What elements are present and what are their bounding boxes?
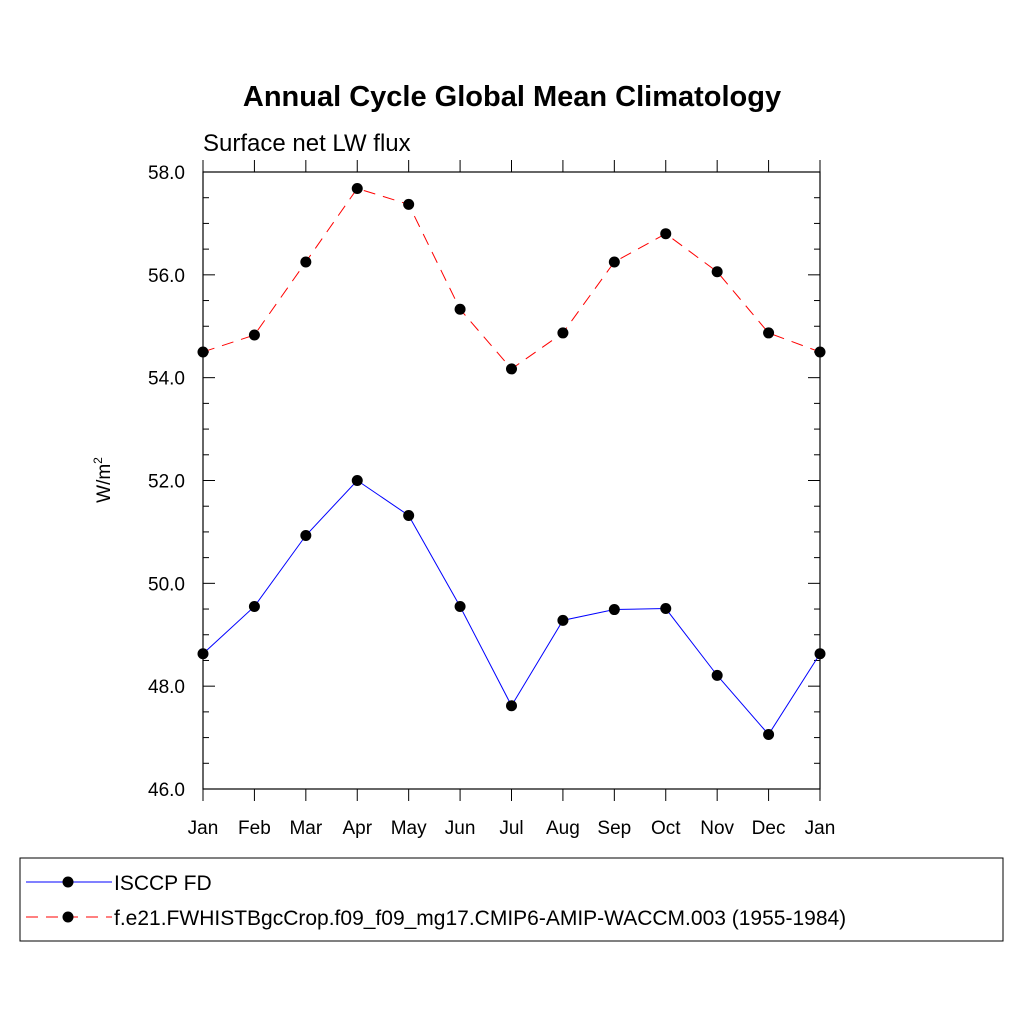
y-axis-label-superscript: 2	[91, 457, 105, 464]
legend-marker	[62, 876, 74, 888]
y-tick-label: 56.0	[148, 266, 185, 287]
legend-item: f.e21.FWHISTBgcCrop.f09_f09_mg17.CMIP6-A…	[26, 907, 846, 930]
x-tick-label: Jul	[499, 818, 523, 839]
y-tick-label: 52.0	[148, 472, 185, 493]
legend-label: ISCCP FD	[114, 872, 212, 895]
data-point	[248, 600, 260, 612]
y-tick-label: 46.0	[148, 780, 185, 801]
data-point	[711, 669, 723, 681]
data-point	[506, 363, 517, 375]
y-tick-label: 58.0	[148, 163, 185, 184]
x-tick-label: Sep	[597, 818, 631, 839]
series-1	[197, 475, 826, 740]
data-point	[711, 266, 723, 278]
svg-text:W/m2: W/m2	[91, 457, 115, 503]
data-point	[403, 509, 415, 521]
legend: ISCCP FD f.e21.FWHISTBgcCrop.f09_f09_mg17…	[26, 872, 846, 930]
x-tick-label: Jan	[805, 818, 836, 839]
data-point	[197, 648, 209, 660]
data-point	[814, 648, 826, 660]
y-tick-label: 50.0	[148, 574, 185, 595]
legend-item: ISCCP FD	[26, 872, 212, 895]
data-point	[814, 346, 826, 358]
legend-marker	[62, 911, 74, 923]
y-tick-labels: 46.0 48.0 50.0 52.0 54.0 56.0 58.0	[148, 163, 185, 801]
data-point	[660, 603, 672, 615]
plot-frame	[202, 171, 821, 790]
series-line	[202, 479, 821, 736]
x-tick-label: Jun	[445, 818, 476, 839]
x-tick-label: Oct	[651, 818, 681, 839]
data-point	[351, 475, 363, 486]
data-point	[454, 303, 466, 315]
data-point	[506, 700, 517, 712]
legend-box	[19, 857, 1004, 942]
data-point	[557, 614, 569, 626]
chart-subtitle: Surface net LW flux	[203, 130, 411, 157]
data-point	[763, 728, 775, 740]
series-layer	[197, 182, 826, 740]
data-point	[300, 256, 312, 268]
y-axis-label: W/m2	[91, 457, 115, 503]
x-tick-label: Dec	[752, 818, 786, 839]
data-point	[248, 329, 260, 341]
x-tick-labels: Jan Feb Mar Apr May Jun Jul Aug Sep Oct Nov Dec Jan	[188, 818, 836, 839]
y-tick-label: 54.0	[148, 369, 185, 390]
y-tick-label: 48.0	[148, 677, 185, 698]
y-axis-label-text: W/m	[94, 464, 115, 503]
data-point	[763, 327, 775, 339]
data-point	[557, 327, 569, 339]
x-tick-label: Apr	[342, 818, 372, 839]
x-tick-label: May	[391, 818, 427, 839]
x-tick-label: Mar	[289, 818, 322, 839]
data-point	[403, 198, 415, 210]
x-tick-label: Jan	[188, 818, 219, 839]
series-line	[202, 187, 821, 370]
data-point	[197, 346, 209, 358]
data-point	[660, 228, 672, 240]
series-2	[197, 182, 826, 375]
legend-label: f.e21.FWHISTBgcCrop.f09_f09_mg17.CMIP6-A…	[114, 907, 846, 930]
x-tick-label: Feb	[238, 818, 271, 839]
x-tick-label: Aug	[546, 818, 580, 839]
data-point	[608, 256, 620, 268]
x-tick-label: Nov	[700, 818, 734, 839]
data-point	[300, 530, 312, 542]
data-point	[608, 604, 620, 616]
data-point	[454, 600, 466, 612]
data-point	[351, 182, 363, 194]
chart-title: Annual Cycle Global Mean Climatology	[243, 81, 781, 113]
